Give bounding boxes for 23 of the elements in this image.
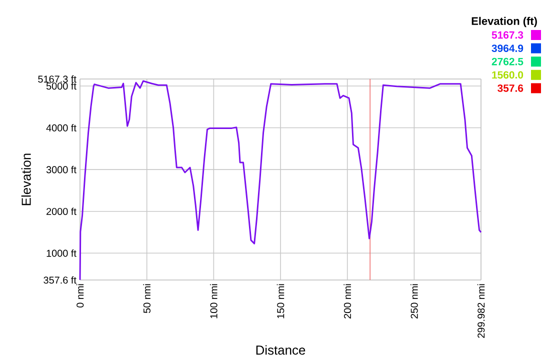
x-tick-label: 0 nmi xyxy=(76,284,84,308)
color-bar-label: 2762.5 xyxy=(492,58,524,66)
line-series xyxy=(79,80,482,281)
x-tick-label: 50 nmi xyxy=(143,284,150,314)
x-tick-label: 200 nmi xyxy=(344,284,352,318)
y-axis-title: Elevation xyxy=(21,154,31,206)
color-bar-label: 5167.3 xyxy=(492,31,524,39)
y-tick-label: 2000 ft xyxy=(46,208,76,216)
y-tick-label: 4000 ft xyxy=(46,124,76,132)
color-bar-label: 3964.9 xyxy=(492,44,524,52)
color-bar-label: 1560.0 xyxy=(492,71,524,79)
color-bar-label: 357.6 xyxy=(498,84,524,92)
x-tick-label: 299.982 nmi xyxy=(477,284,485,338)
y-tick-label: 5167.3 ft xyxy=(38,75,76,83)
x-tick-label: 100 nmi xyxy=(210,284,218,318)
color-bar-title: Elevation (ft) xyxy=(472,16,537,28)
y-tick-label: 3000 ft xyxy=(46,166,76,174)
y-tick-label: 357.6 ft xyxy=(44,276,76,284)
y-tick-label: 5000 ft xyxy=(46,82,76,90)
x-axis-title: Distance xyxy=(256,345,306,355)
x-tick-label: 150 nmi xyxy=(276,284,284,318)
y-tick-label: 1000 ft xyxy=(46,249,76,257)
x-tick-label: 250 nmi xyxy=(410,284,418,318)
